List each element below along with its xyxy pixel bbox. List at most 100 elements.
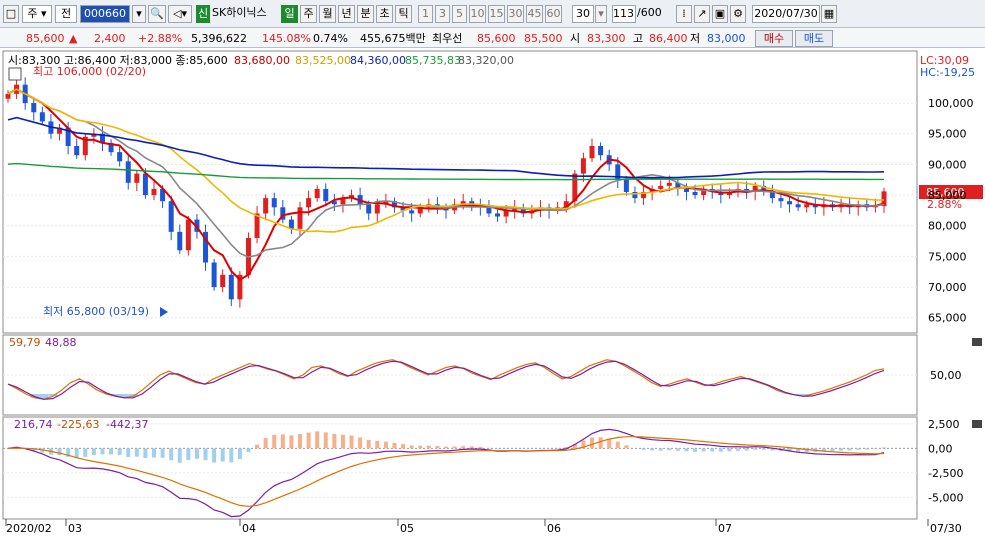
ma5-legend: 83,680,00 [234,54,290,67]
interval-button-30[interactable]: 30 [507,5,524,23]
x-axis-label: 06 [547,522,561,535]
stoch-panel-close-icon[interactable] [972,338,982,346]
code-dropdown-icon[interactable]: ▾ [132,5,146,23]
price-tick-label: 65,000 [928,312,967,325]
candle-body [366,204,371,213]
macd-osc-bar [126,448,130,457]
macd-osc-bar [753,448,757,449]
date-input[interactable]: 2020/07/30 [752,5,820,23]
price-tick-label: 100,000 [928,97,974,110]
candle-body [229,275,234,300]
calendar-icon[interactable]: ▦ [821,5,837,23]
macd-osc-bar [702,448,706,451]
volume: 5,396,622 [191,31,247,46]
macd-osc-bar [650,448,654,450]
bar-count-value: 113 [613,7,634,20]
candle-body [315,189,320,198]
macd-osc-bar [882,447,886,448]
stoch-d-legend: 48,88 [45,336,77,349]
macd-osc-bar [109,448,113,454]
hc-label: HC:-19,25 [920,66,975,79]
draw-tool-icon[interactable]: ↗ [694,5,710,23]
interval-button-3[interactable]: 3 [435,5,450,23]
macd-osc-bar [736,448,740,450]
best-quote-label: 최우선 [432,31,462,46]
interval-select[interactable]: 30 [572,5,594,23]
price-change: 2,400 [94,31,126,46]
sell-button[interactable]: 매도 [795,30,833,47]
macd-osc-bar [169,448,173,460]
interval-button-15[interactable]: 15 [488,5,505,23]
window-menu-icon[interactable]: □ [3,5,19,23]
stock-code-value: 000660 [84,7,126,20]
interval-button-45[interactable]: 45 [526,5,543,23]
period-tab-1[interactable]: 주 [300,5,317,23]
candle-body [624,180,629,192]
price-tick-label: 70,000 [928,281,967,294]
bid-price: 85,500 [524,31,563,46]
chart-menu-icon[interactable] [9,68,21,80]
macd-osc-bar [255,445,259,449]
macd-osc-bar [856,448,860,449]
macd-panel [3,417,917,519]
save-icon[interactable]: ▣ [712,5,728,23]
candle-body [598,146,603,155]
trade-amount: 455,675백만 [360,31,426,46]
macd-osc-bar [281,434,285,448]
macd-osc-bar [710,448,714,451]
stock-name-text: SK하이닉스 [212,6,267,19]
candle-body [787,201,792,204]
macd-osc-bar [435,446,439,448]
macd-osc-bar [487,448,491,449]
candle-body [6,94,11,99]
macd-osc-bar [332,434,336,449]
period-tab-3[interactable]: 년 [338,5,355,23]
speaker-icon[interactable]: ◁▾ [168,5,192,23]
candle-body [375,204,380,213]
macd-osc-bar [745,448,749,450]
period-tab-6[interactable]: 틱 [395,5,412,23]
gear-icon[interactable]: ⚙ [730,5,746,23]
macd-osc-bar [152,448,156,457]
interval-button-10[interactable]: 10 [469,5,486,23]
macd-panel-close-icon[interactable] [972,420,982,428]
buy-button[interactable]: 매수 [755,30,793,47]
ma120-legend: 85,735,83 [405,54,461,67]
macd-osc-bar [616,442,620,449]
open-label: 시 [570,31,580,46]
chevron-down-icon[interactable]: ▾ [595,5,607,23]
stock-code-input[interactable]: 000660 [80,5,130,23]
market-select[interactable]: 전 [55,5,77,23]
candle-body [804,204,809,207]
candle-body [667,183,672,186]
period-tab-5[interactable]: 초 [376,5,393,23]
macd-tick-label: 0,00 [928,442,953,455]
macd-tick-label: -2,500 [928,467,963,480]
macd-osc-bar [410,445,414,448]
low-label: 저 [690,31,700,46]
candle-body [117,152,122,161]
macd-osc-bar [684,448,688,451]
x-axis-label: 05 [400,522,414,535]
current-price: 85,600 [26,31,65,46]
period-tab-0[interactable]: 일 [281,5,298,23]
chart-canvas[interactable]: 시:83,300 고:86,400 저:83,000 종:85,600 83,6… [0,48,985,539]
macd-osc-bar [100,448,104,454]
ma20-legend: 83,525,00 [295,54,351,67]
interval-button-5[interactable]: 5 [452,5,467,23]
interval-button-60[interactable]: 60 [545,5,562,23]
macd-signal-legend: -225,63 [57,418,99,431]
candle-type-icon[interactable]: ⁞ [676,5,692,23]
chart-area[interactable]: 시:83,300 고:86,400 저:83,000 종:85,600 83,6… [0,48,985,539]
search-icon[interactable]: 🔍 [148,5,166,23]
period-select[interactable]: 주 ▾ [22,5,52,23]
macd-osc-bar [178,448,182,462]
period-tab-4[interactable]: 분 [357,5,374,23]
macd-osc-bar [865,448,869,449]
interval-button-1[interactable]: 1 [418,5,433,23]
period-tab-2[interactable]: 월 [319,5,336,23]
macd-osc-bar [444,447,448,449]
bar-count-input[interactable]: 113 [612,5,636,23]
ask-price: 85,600 [477,31,516,46]
